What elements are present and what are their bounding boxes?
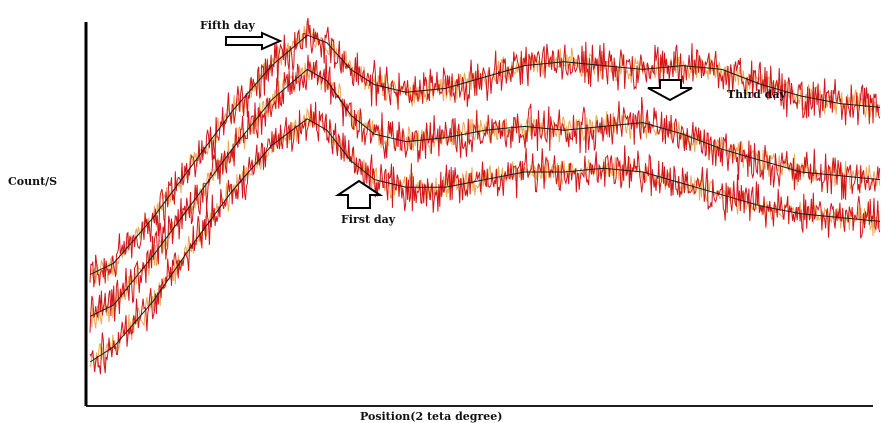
trend-layer [89,34,882,364]
point-first-day-4 [231,190,234,193]
point-fifth-day-0 [89,273,92,276]
point-third-day-4 [231,148,234,151]
series-noise-third-day [89,54,881,333]
point-third-day-17 [681,133,684,136]
point-third-day-22 [879,178,882,181]
series-noise-first-day [89,101,881,375]
point-third-day-16 [642,121,645,124]
point-first-day-8 [349,159,352,162]
annotation-first-day: First day [341,213,396,226]
point-fifth-day-3 [191,163,194,166]
point-first-day-10 [405,186,408,189]
point-first-day-22 [879,220,882,223]
point-first-day-18 [721,193,724,196]
point-fifth-day-17 [681,64,684,67]
point-first-day-6 [306,117,309,120]
point-first-day-5 [270,144,273,147]
point-first-day-20 [800,212,803,215]
point-fifth-day-16 [642,68,645,71]
point-third-day-10 [405,140,408,143]
point-fifth-day-22 [879,106,882,109]
point-third-day-3 [191,201,194,204]
point-first-day-11 [444,186,447,189]
point-third-day-20 [800,171,803,174]
point-fifth-day-13 [523,64,526,67]
series-noise-alt-fifth-day [89,22,881,284]
point-first-day-0 [89,361,92,364]
point-third-day-9 [373,133,376,136]
point-first-day-9 [373,178,376,181]
point-fifth-day-18 [721,68,724,71]
third-day-arrow-icon [647,79,693,102]
point-third-day-6 [306,68,309,71]
point-fifth-day-19 [760,83,763,86]
point-third-day-13 [523,125,526,128]
point-third-day-1 [112,304,115,307]
point-first-day-2 [152,300,155,303]
point-third-day-19 [760,159,763,162]
point-fifth-day-4 [231,110,234,113]
point-first-day-21 [839,216,842,219]
point-fifth-day-14 [563,60,566,63]
point-third-day-0 [89,315,92,318]
point-third-day-21 [839,174,842,177]
point-first-day-12 [484,178,487,181]
point-third-day-5 [270,98,273,101]
point-third-day-2 [152,254,155,257]
point-third-day-12 [484,129,487,132]
point-fifth-day-21 [839,102,842,105]
point-fifth-day-20 [800,95,803,98]
point-fifth-day-12 [484,76,487,79]
point-fifth-day-6 [306,34,309,37]
fifth-day-arrow-icon [225,31,283,51]
noise-layer [89,17,881,375]
first-day-arrow-icon [334,179,384,209]
point-first-day-1 [112,345,115,348]
annotation-fifth-day: Fifth day [200,19,255,32]
point-fifth-day-11 [444,87,447,90]
point-fifth-day-1 [112,262,115,265]
point-first-day-13 [523,171,526,174]
point-fifth-day-5 [270,64,273,67]
series-noise-fifth-day [89,17,881,288]
point-third-day-11 [444,136,447,139]
series-line-third-day [89,68,881,317]
series-noise-alt-third-day [89,62,881,329]
y-axis-label: Count/S [8,175,58,188]
point-third-day-18 [721,148,724,151]
point-first-day-14 [563,171,566,174]
point-first-day-19 [760,205,763,208]
point-third-day-8 [349,114,352,117]
point-third-day-15 [602,125,605,128]
series-line-fifth-day [89,34,881,276]
point-first-day-16 [642,171,645,174]
series-line-first-day [89,118,881,363]
point-first-day-3 [191,243,194,246]
point-fifth-day-8 [349,68,352,71]
point-third-day-14 [563,129,566,132]
point-fifth-day-9 [373,83,376,86]
point-third-day-7 [326,79,329,82]
point-first-day-7 [326,129,329,132]
point-fifth-day-10 [405,91,408,94]
annotation-third-day: Third day [727,88,786,101]
point-fifth-day-7 [326,41,329,44]
point-first-day-15 [602,167,605,170]
point-first-day-17 [681,182,684,185]
x-axis-label: Position(2 teta degree) [360,410,503,423]
annotation-arrows [225,31,693,209]
point-fifth-day-2 [152,216,155,219]
point-fifth-day-15 [602,64,605,67]
